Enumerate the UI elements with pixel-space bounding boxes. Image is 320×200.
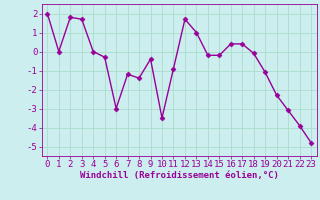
X-axis label: Windchill (Refroidissement éolien,°C): Windchill (Refroidissement éolien,°C) <box>80 171 279 180</box>
